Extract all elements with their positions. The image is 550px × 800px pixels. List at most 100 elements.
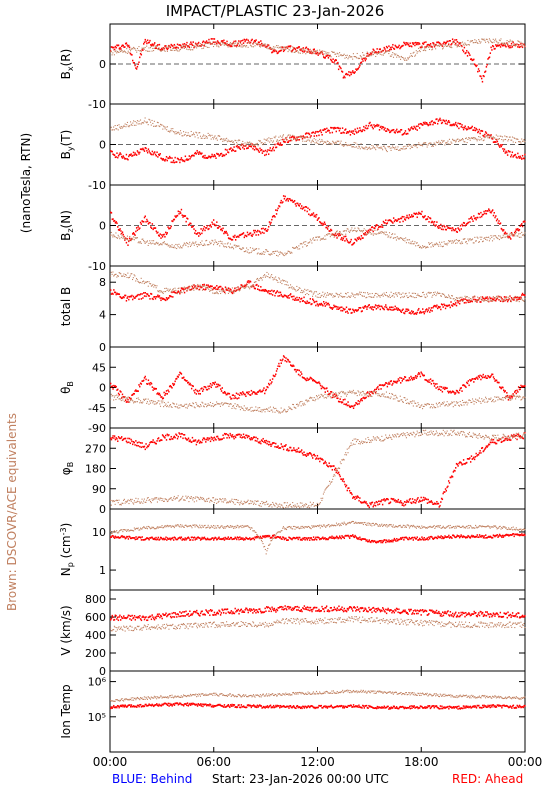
data-point bbox=[273, 149, 275, 152]
data-point bbox=[279, 142, 282, 144]
data-point bbox=[304, 209, 306, 212]
data-point bbox=[450, 123, 452, 126]
data-point bbox=[410, 312, 412, 315]
data-point bbox=[356, 69, 358, 71]
data-point bbox=[372, 234, 374, 236]
data-point bbox=[419, 46, 422, 49]
data-point bbox=[125, 42, 128, 44]
data-point bbox=[494, 137, 496, 139]
data-point bbox=[476, 42, 478, 44]
data-point bbox=[270, 382, 272, 385]
data-point bbox=[291, 286, 293, 288]
data-point bbox=[433, 244, 435, 246]
data-point bbox=[477, 378, 479, 380]
data-point bbox=[513, 298, 516, 300]
data-point bbox=[370, 296, 372, 298]
data-point bbox=[345, 73, 347, 76]
data-point bbox=[436, 142, 438, 144]
data-point bbox=[285, 254, 287, 256]
data-point bbox=[508, 138, 510, 141]
data-point bbox=[168, 390, 170, 393]
data-point bbox=[331, 61, 334, 63]
data-point bbox=[330, 307, 333, 309]
data-point bbox=[334, 53, 336, 55]
data-point bbox=[453, 303, 455, 306]
data-point bbox=[348, 405, 351, 408]
data-point bbox=[129, 52, 132, 55]
data-point bbox=[435, 242, 437, 244]
data-point bbox=[521, 223, 523, 225]
data-point bbox=[231, 394, 234, 397]
data-point bbox=[293, 51, 295, 53]
data-point bbox=[111, 292, 113, 295]
data-point bbox=[119, 49, 121, 51]
data-point bbox=[327, 233, 329, 235]
data-point bbox=[381, 126, 384, 128]
data-point bbox=[372, 147, 374, 149]
data-point bbox=[178, 132, 180, 134]
data-point bbox=[485, 66, 488, 68]
data-point bbox=[501, 228, 503, 231]
data-point bbox=[158, 47, 160, 49]
data-point bbox=[119, 238, 121, 240]
data-point bbox=[480, 296, 482, 298]
data-point bbox=[162, 397, 165, 399]
data-point bbox=[248, 42, 250, 44]
data-point bbox=[375, 233, 377, 235]
data-point bbox=[285, 137, 287, 139]
data-point bbox=[291, 140, 293, 142]
data-point bbox=[445, 304, 448, 307]
data-point bbox=[209, 385, 211, 387]
data-point bbox=[471, 40, 474, 42]
data-point bbox=[499, 299, 501, 301]
data-point bbox=[301, 300, 304, 303]
data-point bbox=[473, 215, 475, 217]
data-point bbox=[346, 131, 348, 133]
data-point bbox=[371, 392, 374, 394]
data-point bbox=[355, 309, 357, 311]
data-point bbox=[146, 220, 149, 223]
data-point bbox=[275, 279, 277, 281]
data-point bbox=[313, 292, 315, 294]
data-point bbox=[398, 149, 401, 151]
data-point bbox=[328, 233, 330, 235]
data-point bbox=[248, 391, 250, 393]
data-point bbox=[280, 252, 282, 254]
data-point bbox=[302, 52, 304, 54]
data-point bbox=[275, 291, 278, 294]
data-point bbox=[459, 43, 461, 45]
data-point bbox=[195, 241, 197, 243]
data-point bbox=[290, 136, 293, 139]
data-point bbox=[195, 233, 198, 235]
data-point bbox=[311, 132, 313, 134]
data-point bbox=[116, 237, 119, 239]
data-point bbox=[156, 285, 158, 287]
data-point bbox=[490, 374, 492, 377]
data-point bbox=[348, 130, 351, 132]
data-point bbox=[390, 220, 392, 222]
data-point bbox=[211, 285, 213, 288]
data-point bbox=[389, 383, 391, 385]
data-point bbox=[228, 290, 230, 292]
data-point bbox=[514, 295, 516, 298]
data-point bbox=[421, 45, 423, 47]
data-point bbox=[421, 295, 423, 297]
data-point bbox=[447, 119, 450, 122]
data-point bbox=[476, 64, 478, 67]
data-point bbox=[143, 220, 145, 223]
data-point bbox=[223, 39, 225, 42]
data-point bbox=[477, 299, 479, 301]
data-point bbox=[198, 41, 200, 44]
data-point bbox=[281, 295, 283, 297]
data-point bbox=[291, 135, 293, 138]
data-point bbox=[298, 138, 301, 141]
data-point bbox=[505, 150, 507, 153]
data-point bbox=[518, 388, 521, 391]
data-point bbox=[440, 223, 442, 226]
data-point bbox=[179, 247, 181, 249]
data-point bbox=[284, 294, 286, 297]
data-point bbox=[524, 220, 526, 223]
data-point bbox=[464, 298, 466, 301]
data-point bbox=[269, 379, 271, 381]
data-point bbox=[408, 143, 410, 145]
